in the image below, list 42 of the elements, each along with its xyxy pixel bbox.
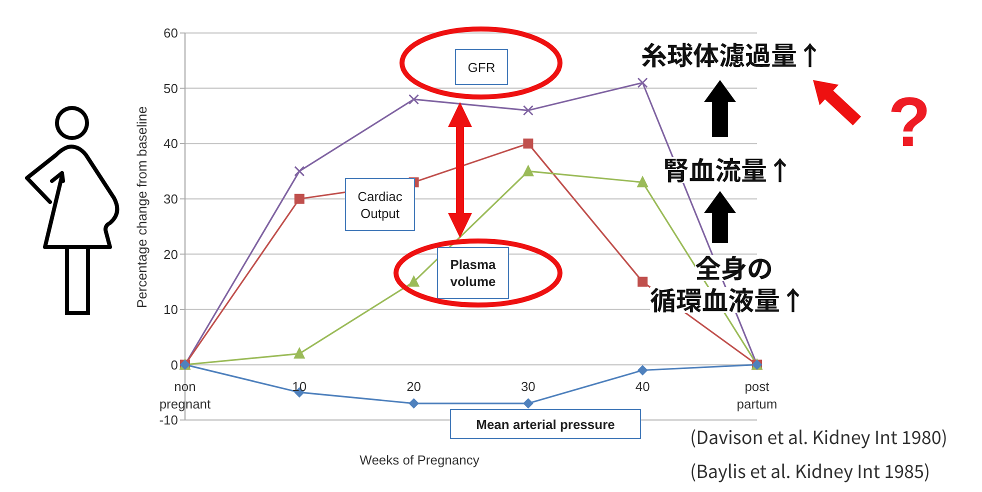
x-tick-label: non pregnant xyxy=(159,378,212,412)
series-label: Cardiac Output xyxy=(356,188,404,222)
series-label: Plasma volume xyxy=(449,256,497,290)
point xyxy=(637,176,648,188)
point xyxy=(294,194,304,204)
annotation: 糸球体濾過量↑ xyxy=(641,36,824,73)
point xyxy=(638,276,648,287)
point xyxy=(523,138,534,149)
x-tick-label: 10 xyxy=(292,378,307,394)
point xyxy=(408,398,419,408)
y-tick-label: 50 xyxy=(164,80,178,96)
y-tick-label: 0 xyxy=(170,357,178,372)
label-box: GFR xyxy=(455,49,508,85)
label-box: Cardiac Output xyxy=(345,178,415,231)
series-label: Mean arterial pressure xyxy=(476,416,615,432)
x-tick-label: 40 xyxy=(635,378,650,394)
point xyxy=(637,78,648,88)
y-tick-label: 10 xyxy=(164,302,178,318)
label-box: Mean arterial pressure xyxy=(450,409,641,439)
y-axis-title: Percentage change from baseline xyxy=(134,106,150,308)
text: (Davison et al. Kidney Int 1980) xyxy=(690,424,948,450)
point xyxy=(408,94,420,105)
point xyxy=(522,105,534,116)
annotation: 腎血流量↑ xyxy=(663,151,794,188)
y-tick-label: 60 xyxy=(164,26,178,41)
x-tick-label: post partum xyxy=(736,378,778,412)
label-box: Plasma volume xyxy=(437,247,509,299)
point xyxy=(522,165,534,176)
point xyxy=(294,348,305,359)
x-tick-label: 20 xyxy=(406,378,422,394)
point xyxy=(294,166,305,176)
y-tick-label: 40 xyxy=(164,136,178,152)
y-tick-label: 20 xyxy=(164,246,178,262)
point xyxy=(408,276,420,287)
point xyxy=(638,365,648,376)
x-axis-title: Weeks of Pregnancy xyxy=(360,452,480,468)
x-tick-label: 30 xyxy=(520,378,536,394)
text: ? xyxy=(888,83,931,161)
y-tick-label: -10 xyxy=(159,412,178,428)
point xyxy=(523,398,534,408)
text: (Baylis et al. Kidney Int 1985) xyxy=(690,458,930,484)
y-tick-label: 30 xyxy=(164,191,178,206)
